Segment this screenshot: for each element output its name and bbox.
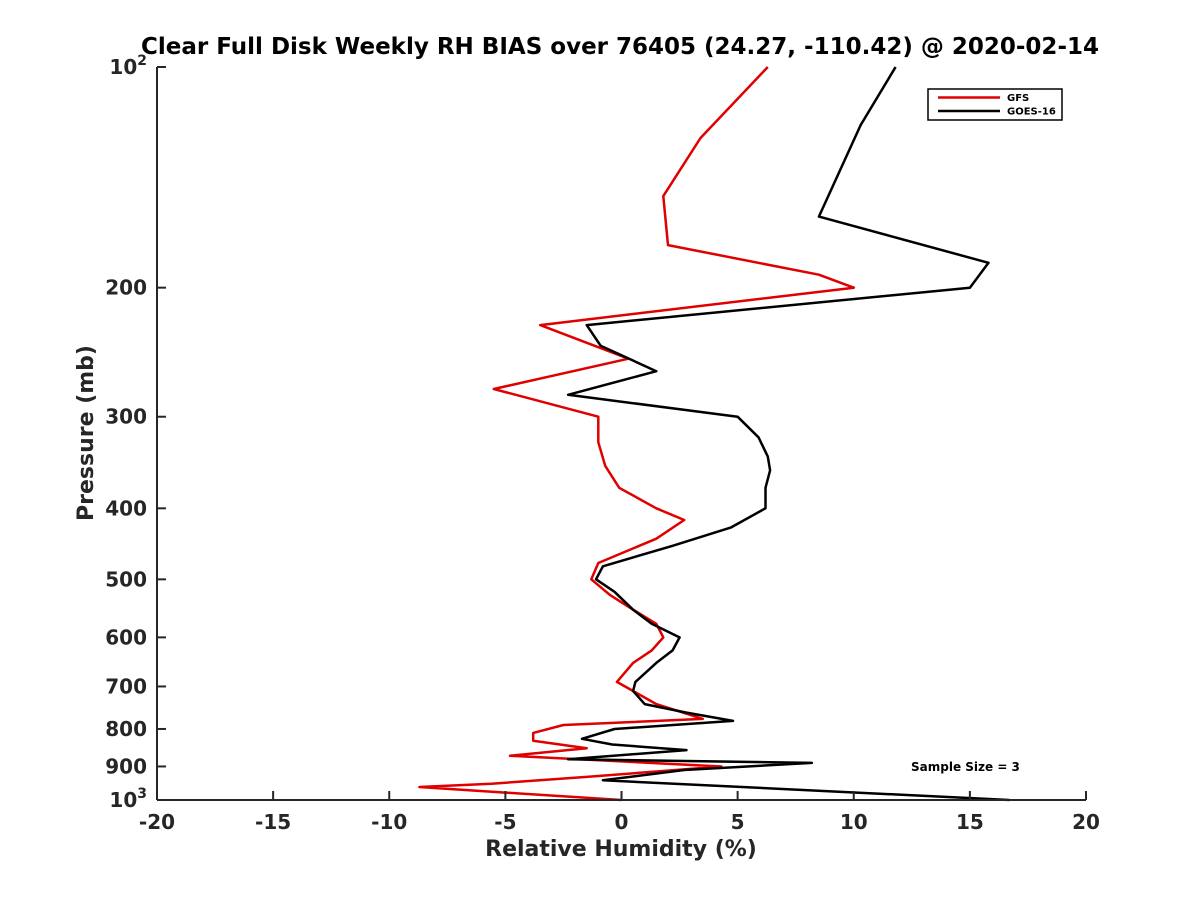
x-tick-label: 10 xyxy=(840,810,868,834)
x-axis-ticks: -20 -15 -10 -5 0 5 10 15 20 xyxy=(139,791,1100,834)
series-layer xyxy=(418,66,1010,802)
y-tick-label: 200 xyxy=(105,276,147,300)
y-tick-label: 500 xyxy=(105,567,147,591)
y-axis-label: Pressure (mb) xyxy=(74,345,99,521)
y-tick-label: 103 xyxy=(109,786,147,812)
x-tick-label: -5 xyxy=(494,810,516,834)
y-tick-label: 800 xyxy=(105,717,147,741)
legend-label-gfs: GFS xyxy=(1007,93,1029,104)
y-tick-label: 600 xyxy=(105,625,147,649)
legend-label-goes16: GOES-16 xyxy=(1007,107,1056,118)
series-line-goes-16 xyxy=(566,66,1010,802)
x-tick-label: -20 xyxy=(139,810,175,834)
legend-box xyxy=(927,88,1063,121)
plot-area xyxy=(157,67,1086,800)
x-tick-label: 20 xyxy=(1072,810,1100,834)
x-axis-label: Relative Humidity (%) xyxy=(485,837,757,862)
legend: GFS GOES-16 xyxy=(927,88,1063,121)
x-tick-label: -10 xyxy=(371,810,407,834)
sample-size-annotation: Sample Size = 3 xyxy=(911,760,1020,774)
x-tick-label: 0 xyxy=(615,810,629,834)
y-tick-label: 400 xyxy=(105,496,147,520)
x-tick-label: 5 xyxy=(731,810,745,834)
chart-title: Clear Full Disk Weekly RH BIAS over 7640… xyxy=(141,34,1099,60)
x-tick-label: 15 xyxy=(956,810,984,834)
y-tick-label: 300 xyxy=(105,405,147,429)
y-tick-label: 102 xyxy=(109,53,147,79)
x-tick-label: -15 xyxy=(255,810,291,834)
y-tick-label: 900 xyxy=(105,754,147,778)
y-axis-ticks: 102 200 300 400 500 600 700 800 900 103 xyxy=(105,53,166,812)
y-tick-label: 700 xyxy=(105,674,147,698)
